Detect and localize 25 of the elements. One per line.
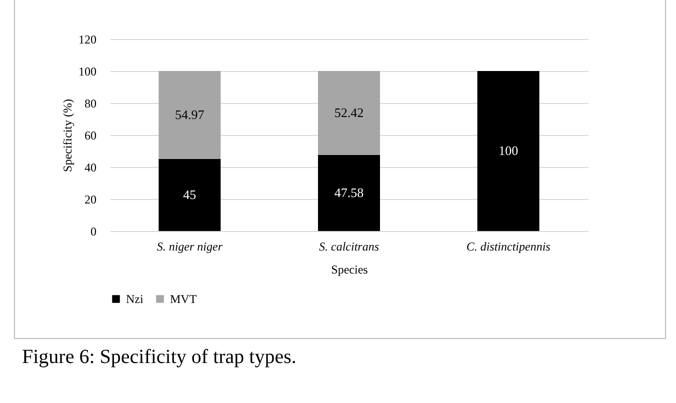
y-tick-label: 120 [78, 32, 96, 46]
data-label: 52.42 [334, 104, 364, 120]
data-label: 47.58 [334, 184, 364, 200]
bar [158, 71, 221, 159]
legend-label: MVT [170, 292, 198, 306]
bar [158, 159, 221, 231]
caption: Figure 6: Specificity of trap types. [22, 346, 296, 369]
y-tick-label: 20 [84, 192, 96, 206]
data-label: 100 [498, 143, 518, 158]
bar [477, 71, 540, 231]
y-tick-label: 40 [84, 160, 96, 174]
bar [318, 71, 380, 155]
bar [318, 154, 380, 231]
x-axis-title: Species [331, 262, 368, 276]
y-tick-label: 60 [84, 128, 96, 142]
y-tick-label: 80 [84, 96, 96, 110]
data-label: 45 [183, 187, 196, 202]
y-tick-label: 0 [90, 224, 96, 238]
x-tick-label: C. distinctipennis [466, 240, 551, 254]
data-label: 54.97 [175, 107, 205, 122]
x-tick-label: S. calcitrans [319, 240, 380, 254]
legend-label: Nzi [126, 292, 144, 306]
y-axis-title: Specificity (%) [60, 99, 74, 172]
x-tick-label: S. niger niger [156, 240, 223, 254]
y-tick-label: 100 [78, 64, 96, 78]
